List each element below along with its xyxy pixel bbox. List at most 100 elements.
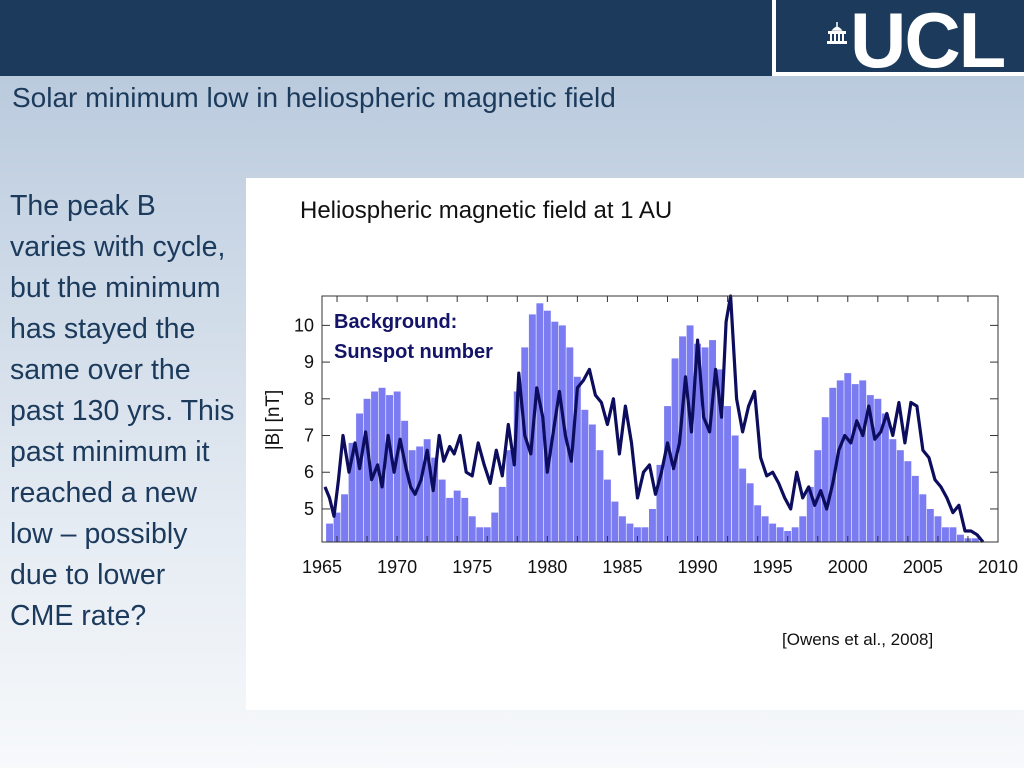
sunspot-bar xyxy=(423,439,431,542)
sunspot-bar xyxy=(498,486,506,542)
sunspot-bar xyxy=(829,387,837,542)
sunspot-bar xyxy=(776,527,784,542)
x-tick-label: 1985 xyxy=(602,557,642,577)
x-tick-label: 1970 xyxy=(377,557,417,577)
sunspot-bar xyxy=(836,380,844,542)
x-tick-label: 1995 xyxy=(753,557,793,577)
x-tick-label: 2005 xyxy=(903,557,943,577)
slide-body-text: The peak B varies with cycle, but the mi… xyxy=(10,190,235,632)
sunspot-bar xyxy=(889,439,897,542)
sunspot-bar xyxy=(348,442,356,542)
ucl-portico-icon xyxy=(827,22,847,44)
sunspot-bar xyxy=(588,424,596,542)
sunspot-bar xyxy=(521,347,529,542)
sunspot-bar xyxy=(341,494,348,542)
sunspot-bar xyxy=(619,516,626,542)
annotation-line: Background: xyxy=(334,311,457,333)
sunspot-bar xyxy=(363,398,371,542)
chart-annotation: Background: Sunspot number xyxy=(334,311,493,363)
sunspot-bar xyxy=(754,505,762,542)
sunspot-bar xyxy=(957,534,964,542)
sunspot-bar xyxy=(769,523,777,542)
sunspot-bar xyxy=(904,461,912,542)
sunspot-bar xyxy=(896,450,904,542)
sunspot-bar xyxy=(806,486,814,542)
sunspot-bar xyxy=(724,406,731,542)
figure-panel: Heliospheric magnetic field at 1 AU 1965… xyxy=(246,178,1024,710)
sunspot-bar xyxy=(664,406,671,542)
sunspot-bar xyxy=(911,475,919,542)
sunspot-bar xyxy=(926,509,934,542)
slide-title: Solar minimum low in heliospheric magnet… xyxy=(12,82,616,113)
sunspot-bar xyxy=(949,527,957,542)
sunspot-bar xyxy=(641,527,649,542)
sunspot-bar xyxy=(573,376,581,542)
sunspot-bar xyxy=(686,325,694,542)
header-bar xyxy=(0,0,772,76)
sunspot-bar xyxy=(604,479,611,542)
sunspot-bar xyxy=(709,340,716,542)
citation: [Owens et al., 2008] xyxy=(782,630,934,649)
sunspot-bar xyxy=(731,435,739,542)
sunspot-bar xyxy=(386,395,393,542)
sunspot-bar xyxy=(356,413,363,542)
annotation-line: Sunspot number xyxy=(334,341,493,363)
sunspot-bar xyxy=(491,512,499,542)
sunspot-bar xyxy=(679,336,686,542)
sunspot-bar xyxy=(701,347,709,542)
sunspot-bar xyxy=(543,310,551,542)
heliospheric-field-chart: Heliospheric magnetic field at 1 AU 1965… xyxy=(263,197,1018,577)
sunspot-bar xyxy=(476,527,484,542)
ucl-logo xyxy=(772,0,1024,76)
x-tick-label: 1980 xyxy=(527,557,567,577)
sunspot-bar xyxy=(866,395,874,542)
sunspot-bar xyxy=(431,457,439,542)
sunspot-bar xyxy=(506,450,514,542)
sunspot-bar xyxy=(596,450,604,542)
x-tick-label: 1990 xyxy=(678,557,718,577)
sunspot-bar xyxy=(859,380,867,542)
plot-frame xyxy=(321,295,999,543)
sunspot-bar xyxy=(746,483,754,542)
sunspot-bar xyxy=(513,391,521,542)
sunspot-bar xyxy=(671,358,679,542)
sunspot-bar xyxy=(934,516,942,542)
sunspot-bar xyxy=(634,527,641,542)
sunspot-bar xyxy=(799,516,807,542)
sunspot-bar xyxy=(371,391,378,542)
sunspot-bar xyxy=(874,398,882,542)
sunspot-bar xyxy=(558,325,566,542)
x-tick-label: 2010 xyxy=(978,557,1018,577)
sunspot-bar xyxy=(536,303,544,542)
y-tick-label: 6 xyxy=(304,462,314,482)
ucl-logo-text: UCL xyxy=(850,0,1006,84)
y-tick-label: 10 xyxy=(294,315,314,335)
field-strength-line xyxy=(323,294,985,544)
sunspot-bar xyxy=(416,446,424,542)
x-tick-label: 1965 xyxy=(302,557,342,577)
sunspot-bar xyxy=(881,413,889,542)
sunspot-bar xyxy=(581,409,589,542)
sunspot-bar xyxy=(626,523,634,542)
sunspot-bar xyxy=(761,516,769,542)
sunspot-bar xyxy=(611,501,619,542)
sunspot-bar xyxy=(326,523,333,542)
sunspot-bar xyxy=(844,373,852,542)
sunspot-bar xyxy=(468,516,476,542)
sunspot-bar xyxy=(401,420,409,542)
sunspot-bar xyxy=(791,527,799,542)
sunspot-bar xyxy=(942,527,949,542)
x-tick-label: 1975 xyxy=(452,557,492,577)
sunspot-bar xyxy=(821,417,829,542)
sunspot-bar xyxy=(333,512,341,542)
chart-title: Heliospheric magnetic field at 1 AU xyxy=(300,197,672,224)
y-tick-label: 9 xyxy=(304,352,314,372)
sunspot-bar xyxy=(438,479,446,542)
sunspot-bar xyxy=(483,527,491,542)
sunspot-bar xyxy=(461,497,469,542)
sunspot-bar xyxy=(919,494,927,542)
sunspot-bar xyxy=(739,468,747,542)
y-axis-label: |B| [nT] xyxy=(263,390,284,451)
sunspot-bar xyxy=(656,464,664,542)
sunspot-bar xyxy=(446,497,454,542)
